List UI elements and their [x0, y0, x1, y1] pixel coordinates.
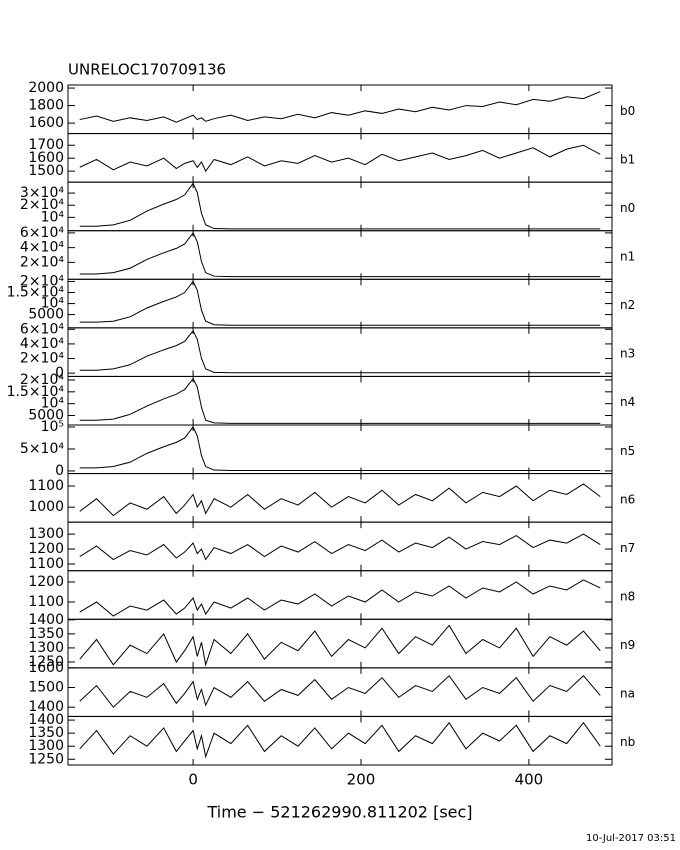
y-tick-label: 1600 [28, 115, 64, 131]
y-tick-label: 1400 [28, 699, 64, 715]
y-tick-label: 1200 [28, 574, 64, 590]
timestamp: 10-Jul-2017 03:51 [586, 833, 676, 844]
y-tick-label: 1100 [28, 594, 64, 610]
y-tick-label: 6×10⁴ [20, 321, 64, 337]
y-tick-label: 1200 [28, 541, 64, 557]
x-tick-label: 200 [347, 771, 376, 789]
y-tick-label: 0 [55, 365, 64, 381]
panel-frame [67, 133, 613, 183]
panel-label: b1 [620, 152, 635, 166]
panel-frame [67, 230, 613, 280]
y-tick-label: 1800 [28, 98, 64, 114]
y-tick-label: 10⁴ [41, 209, 65, 225]
panel-frame [67, 618, 613, 669]
light-curve [79, 231, 601, 278]
light-curve [79, 91, 601, 123]
panel-frame [67, 84, 613, 135]
panel-label: n4 [620, 395, 635, 409]
panel-frame [67, 521, 613, 572]
x-axis-label: Time − 521262990.811202 [sec] [206, 803, 472, 822]
light-curve [79, 426, 601, 471]
y-tick-label: 1350 [28, 725, 64, 741]
panel-label: na [620, 687, 635, 701]
y-tick-label: 1600 [28, 150, 64, 166]
y-tick-label: 2000 [28, 80, 64, 96]
y-tick-label: 2×10⁴ [20, 273, 64, 289]
light-curve [79, 533, 601, 561]
y-tick-label: 2×10⁴ [20, 254, 64, 270]
light-curve [79, 377, 601, 424]
y-tick-label: 1300 [28, 526, 64, 542]
light-curve [79, 144, 601, 173]
y-tick-label: 1700 [28, 137, 64, 153]
panel-label: nb [620, 735, 635, 749]
y-tick-label: 1000 [28, 499, 64, 515]
y-tick-label: 1300 [28, 738, 64, 754]
panel-label: b0 [620, 104, 635, 118]
panel-frame [67, 327, 613, 377]
light-curve [79, 280, 601, 326]
y-tick-label: 2×10⁴ [20, 351, 64, 367]
panel-label: n8 [620, 590, 635, 604]
y-tick-label: 1250 [28, 654, 64, 670]
light-curve [79, 721, 601, 759]
light-curve [79, 483, 601, 517]
light-curve [79, 624, 601, 667]
y-tick-label: 0 [55, 463, 64, 479]
y-tick-label: 10⁴ [41, 296, 65, 312]
x-tick-label: 0 [188, 771, 198, 789]
panel-frame [67, 181, 613, 232]
panel-label: n7 [620, 541, 635, 555]
y-tick-label: 1100 [28, 478, 64, 494]
light-curve [79, 182, 601, 230]
light-curve [79, 329, 601, 374]
y-tick-label: 1400 [28, 712, 64, 728]
y-tick-label: 4×10⁴ [20, 240, 64, 256]
panel-frame [67, 570, 613, 620]
y-tick-label: 5×10⁴ [20, 441, 64, 457]
y-tick-label: 2×10⁴ [20, 197, 64, 213]
panel-label: n5 [620, 444, 635, 458]
panel-label: n3 [620, 347, 635, 361]
light-curve [79, 579, 601, 617]
y-tick-label: 5000 [28, 307, 64, 323]
y-tick-label: 1600 [28, 660, 64, 676]
panel-frame [67, 667, 613, 717]
panel-frame [67, 278, 613, 329]
panel-label: n1 [620, 250, 635, 264]
panel-label: n2 [620, 298, 635, 312]
panel-frame [67, 375, 613, 426]
y-tick-label: 1300 [28, 640, 64, 656]
y-tick-label: 1500 [28, 680, 64, 696]
y-tick-label: 1400 [28, 612, 64, 628]
y-tick-label: 4×10⁴ [20, 336, 64, 352]
light-curve [79, 674, 601, 708]
y-tick-label: 5000 [28, 408, 64, 424]
y-tick-label: 1350 [28, 626, 64, 642]
x-tick-label: 400 [515, 771, 544, 789]
y-tick-label: 1.5×10⁴ [7, 285, 65, 301]
chart-title: UNRELOC170709136 [68, 61, 226, 79]
panel-label: n0 [620, 201, 635, 215]
y-tick-label: 3×10⁴ [20, 185, 64, 201]
y-tick-label: 1500 [28, 163, 64, 179]
y-tick-label: 2×10⁴ [20, 372, 64, 388]
panel-label: n6 [620, 492, 635, 506]
y-tick-label: 10⁵ [41, 419, 64, 435]
y-tick-label: 6×10⁴ [20, 225, 64, 241]
panel-frame [67, 424, 613, 475]
panel-frame [67, 715, 613, 766]
y-tick-label: 10⁴ [41, 396, 65, 412]
panel-label: n9 [620, 638, 635, 652]
y-tick-label: 1250 [28, 751, 64, 767]
y-tick-label: 1.5×10⁴ [7, 384, 65, 400]
y-tick-label: 1100 [28, 556, 64, 572]
